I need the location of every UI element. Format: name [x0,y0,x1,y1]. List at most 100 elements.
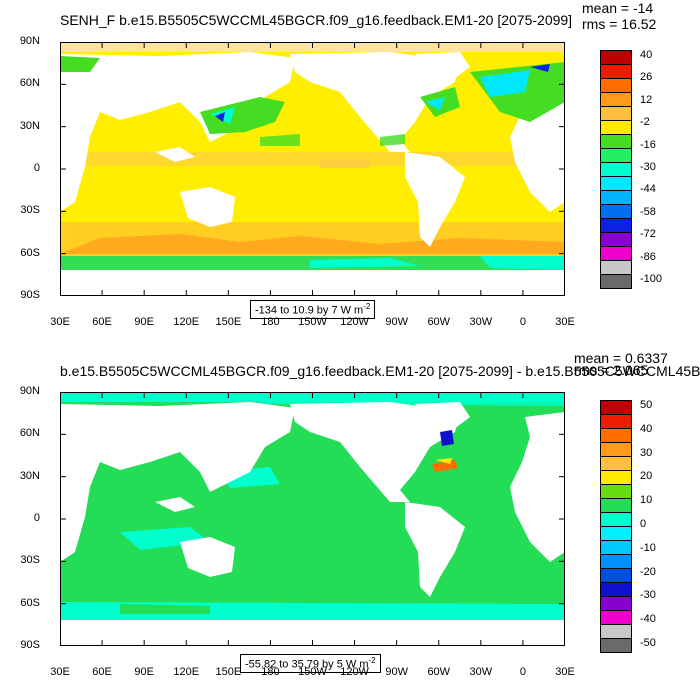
lat-tick-label: 0 [33,512,40,524]
colorbar-swatch [600,498,632,513]
lon-tick-label: 30W [469,316,493,328]
colorbar-label: 40 [640,49,653,61]
colorbar-label: -30 [640,161,656,173]
colorbar-label: -16 [640,138,656,151]
colorbar-label: 30 [640,446,653,459]
lat-tick-label: 90S [20,289,40,301]
colorbar-swatch [600,414,632,429]
lon-tick-label: 90E [134,316,154,328]
lon-tick-label: 60W [427,666,451,678]
colorbar-label: 40 [640,422,653,435]
difference-map [60,392,565,646]
colorbar-swatch [600,526,632,541]
colorbar-label: 26 [640,71,653,84]
lon-tick-label: 90E [134,666,154,678]
lon-tick-label: 120W [340,316,369,328]
colorbar-label: 10 [640,494,653,507]
lon-tick-label: 30E [555,666,575,678]
colorbar-swatch [600,218,632,233]
lat-tick-label: 30S [20,554,40,567]
colorbar-label: -30 [640,589,656,602]
map-plot: -55.82 to 35.79 by 5 W m-2 [60,392,565,673]
range-text: -55.82 to 35.79 by 5 W m [245,658,369,671]
colorbar-swatch [600,260,632,275]
colorbar-swatch [600,610,632,625]
rms-stat: rms = 2.065 [574,362,649,378]
value-range-label: -134 to 10.9 by 7 W m-2 [250,300,376,319]
colorbar-swatch [600,134,632,149]
lat-tick-label: 90N [19,385,40,397]
lon-tick-label: 0 [519,316,526,328]
lon-tick-label: 120E [173,666,200,678]
colorbar-label: -100 [640,273,663,285]
lat-tick-label: 60N [19,77,40,90]
lon-tick-label: 120E [173,316,200,328]
lon-tick-label: 90W [385,666,408,678]
colorbar-label: 12 [640,93,653,106]
colorbar-label: -50 [640,637,656,649]
colorbar-label: -72 [640,228,656,241]
colorbar-swatch [600,64,632,79]
colorbar-swatch [600,120,632,135]
value-range-label: -55.82 to 35.79 by 5 W m-2 [240,654,381,673]
range-text: -134 to 10.9 by 7 W m [255,304,364,317]
colorbar-swatch [600,568,632,583]
lon-tick-label: 60W [427,316,451,328]
lon-tick-label: 180 [261,316,280,328]
colorbar-label: 20 [640,470,653,483]
panel-title: b.e15.B5505C5WCCML45BGCR.f09_g16.feedbac… [60,363,700,379]
colorbar-swatch [600,50,632,65]
range-exponent: -2 [368,656,376,665]
colorbar-swatch [600,78,632,93]
colorbar-swatch [600,624,632,639]
lat-tick-label: 90S [20,639,40,651]
colorbar-swatch [600,596,632,611]
lon-tick-label: 150W [298,316,327,328]
lon-tick-label: 60E [92,666,112,678]
lon-tick-label: 120W [340,666,369,678]
colorbar-swatch [600,204,632,219]
colorbar-swatch [600,512,632,527]
colorbar-swatch [600,428,632,443]
colorbar-swatch [600,456,632,471]
colorbar-swatch [600,232,632,247]
colorbar-swatch [600,274,632,289]
lat-tick-label: 90N [19,35,40,47]
colorbar-label: -10 [640,541,656,554]
colorbar-swatch [600,582,632,597]
panel-title: SENH_F b.e15.B5505C5WCCML45BGCR.f09_g16.… [60,12,573,28]
colorbar-swatch [600,148,632,163]
colorbar-label: -44 [640,183,656,196]
lon-tick-label: 30E [555,316,575,328]
lon-tick-label: 150E [215,316,242,328]
colorbar-label: 50 [640,399,653,411]
colorbar-swatch [600,190,632,205]
lon-tick-label: 60E [92,316,112,328]
colorbar-swatch [600,638,632,653]
map-panel-top: SENH_F b.e15.B5505C5WCCML45BGCR.f09_g16.… [19,0,663,328]
lon-tick-label: 150W [298,666,327,678]
colorbar-swatch [600,470,632,485]
lat-tick-label: 30N [19,119,40,132]
lon-tick-label: 30W [469,666,493,678]
lat-tick-label: 30N [19,469,40,482]
colorbar-swatch [600,246,632,261]
lon-tick-label: 30E [50,666,70,678]
lon-tick-label: 150E [215,666,242,678]
colorbar-label: -58 [640,205,656,218]
map-plot: -134 to 10.9 by 7 W m-2 [60,42,565,319]
colorbar-swatch [600,484,632,499]
colorbar-label: -86 [640,250,656,263]
lon-tick-label: 90W [385,316,408,328]
colorbar-label: -40 [640,613,656,626]
range-exponent: -2 [363,302,371,311]
colorbar-swatch [600,554,632,569]
colorbar-label: -20 [640,565,656,578]
rms-stat: rms = 16.52 [582,16,657,32]
colorbar-swatch [600,162,632,177]
colorbar-swatch [600,176,632,191]
colorbar-swatch [600,106,632,121]
colorbar-swatch [600,400,632,415]
map-panel-bottom: b.e15.B5505C5WCCML45BGCR.f09_g16.feedbac… [0,350,700,700]
lon-tick-label: 180 [261,666,280,678]
